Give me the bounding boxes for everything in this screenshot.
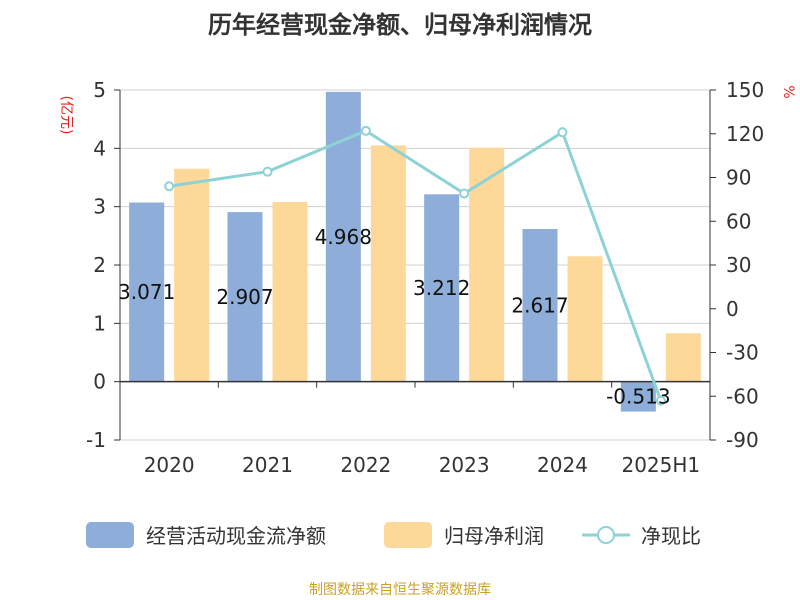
right-tick-label: -60 xyxy=(726,384,759,408)
left-axis-unit: (亿元) xyxy=(58,96,74,135)
category-labels: 2020 2021 2022 2023 2024 2025H1 xyxy=(144,453,700,477)
category-label: 2022 xyxy=(340,453,391,477)
left-axis-ticks: 5 4 3 2 1 0 -1 xyxy=(86,78,120,452)
bar-cashflow[interactable] xyxy=(620,381,656,412)
right-tick-label: 90 xyxy=(726,166,751,190)
bar-net-profit[interactable] xyxy=(174,168,210,382)
chart-title: 历年经营现金净额、归母净利润情况 xyxy=(208,11,592,39)
data-label: 2.617 xyxy=(511,293,568,317)
legend-swatch-net-profit xyxy=(384,522,432,548)
right-tick-label: 120 xyxy=(726,122,764,146)
category-label: 2025H1 xyxy=(621,453,700,477)
legend-item-net-profit[interactable]: 归母净利润 xyxy=(384,522,544,548)
legend: 经营活动现金流净额 归母净利润 净现比 xyxy=(86,522,701,548)
ratio-point[interactable] xyxy=(655,395,666,406)
left-tick-label: 4 xyxy=(93,136,106,160)
legend-label-ratio: 净现比 xyxy=(641,524,701,548)
right-axis-unit: % xyxy=(780,85,796,98)
bar-cashflow[interactable] xyxy=(129,202,165,382)
axes xyxy=(119,90,711,440)
right-tick-label: 150 xyxy=(726,78,764,102)
left-tick-label: -1 xyxy=(86,428,106,452)
left-tick-label: 0 xyxy=(93,370,106,394)
ratio-point[interactable] xyxy=(557,127,568,138)
legend-label-net-profit: 归母净利润 xyxy=(444,524,544,548)
right-tick-label: 30 xyxy=(726,253,751,277)
category-label: 2021 xyxy=(242,453,293,477)
ratio-point[interactable] xyxy=(164,181,175,192)
data-labels: 3.071 2.907 4.968 3.212 2.617 -0.513 xyxy=(118,225,671,409)
data-label: -0.513 xyxy=(606,385,670,409)
source-note: 制图数据来自恒生聚源数据库 xyxy=(309,582,491,598)
category-label: 2020 xyxy=(144,453,195,477)
ratio-polyline xyxy=(168,129,663,402)
ratio-point[interactable] xyxy=(360,125,371,136)
legend-swatch-ratio-marker xyxy=(597,526,615,544)
left-tick-label: 2 xyxy=(93,253,106,277)
left-tick-label: 5 xyxy=(93,78,106,102)
ratio-point[interactable] xyxy=(262,166,273,177)
bar-net-profit[interactable] xyxy=(370,145,406,382)
data-label: 4.968 xyxy=(315,225,372,249)
right-tick-label: 60 xyxy=(726,209,751,233)
ratio-point[interactable] xyxy=(459,188,470,199)
right-tick-label: 0 xyxy=(726,297,739,321)
legend-swatch-cashflow xyxy=(86,522,134,548)
legend-item-cashflow[interactable]: 经营活动现金流净额 xyxy=(86,522,326,548)
data-label: 2.907 xyxy=(216,285,273,309)
bar-cashflow[interactable] xyxy=(522,229,558,382)
bar-net-profit[interactable] xyxy=(665,333,701,382)
bar-cashflow[interactable] xyxy=(424,194,460,382)
grid-lines xyxy=(120,89,710,441)
bar-net-profit[interactable] xyxy=(272,202,308,382)
bar-net-profit[interactable] xyxy=(567,256,603,382)
bars xyxy=(129,91,701,412)
right-tick-label: -30 xyxy=(726,341,759,365)
left-tick-label: 1 xyxy=(93,311,106,335)
right-tick-label: -90 xyxy=(726,428,759,452)
data-label: 3.212 xyxy=(413,276,470,300)
data-label: 3.071 xyxy=(118,280,175,304)
legend-item-ratio[interactable]: 净现比 xyxy=(582,524,701,548)
left-tick-label: 3 xyxy=(93,195,106,219)
legend-label-cashflow: 经营活动现金流净额 xyxy=(146,524,326,548)
ratio-line xyxy=(164,125,666,406)
category-label: 2023 xyxy=(439,453,490,477)
bar-net-profit[interactable] xyxy=(469,147,505,382)
category-label: 2024 xyxy=(537,453,588,477)
right-axis-ticks: 150 120 90 60 30 0 -30 -60 -90 xyxy=(710,78,764,452)
bar-cashflow[interactable] xyxy=(227,212,263,382)
